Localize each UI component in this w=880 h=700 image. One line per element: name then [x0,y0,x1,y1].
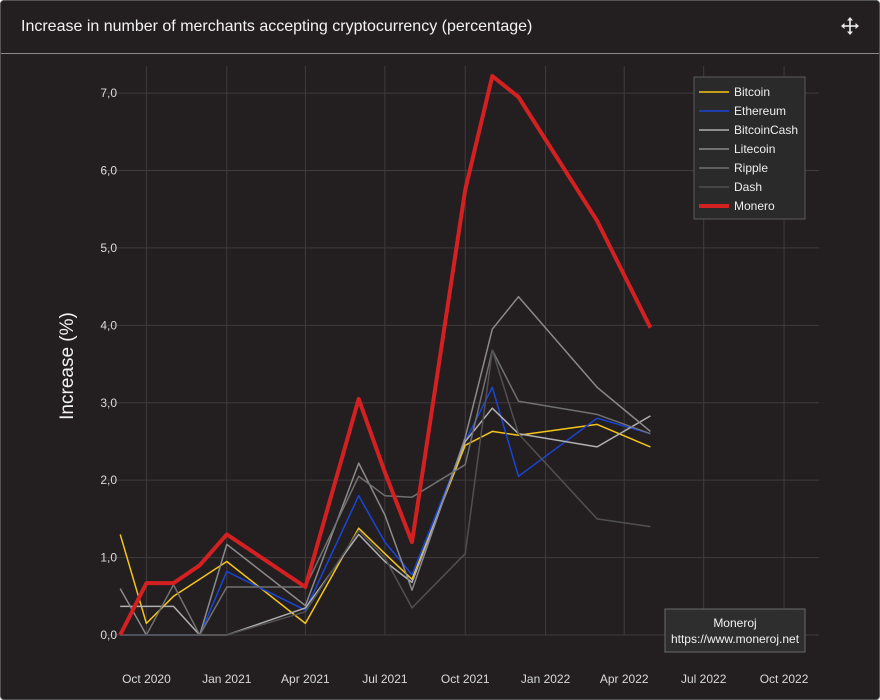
legend-label-monero: Monero [734,199,775,213]
x-tick-label: Apr 2021 [281,672,330,686]
x-tick-label: Apr 2022 [600,672,649,686]
x-tick-label: Oct 2021 [441,672,490,686]
series-layer [118,74,653,636]
legend-label-bitcoin: Bitcoin [734,85,770,99]
x-tick-label: Jan 2022 [521,672,571,686]
x-tick-label: Oct 2022 [760,672,809,686]
y-axis-label: Increase (%) [57,312,78,420]
legend: Bitcoin Ethereum BitcoinCash Litecoin Ripple… [693,76,806,220]
y-tick-label: 6,0 [100,164,117,178]
series-line-ripple [120,349,651,636]
y-tick-label: 7,0 [100,86,117,100]
source-url: https://www.moneroj.net [671,632,800,646]
legend-label-bitcoincash: BitcoinCash [734,123,798,137]
x-tick-label: Oct 2020 [122,672,171,686]
panel-header: Increase in number of merchants acceptin… [1,1,879,54]
x-tick-label: Jan 2021 [202,672,252,686]
y-tick-label: 1,0 [100,551,117,565]
legend-label-litecoin: Litecoin [734,142,775,156]
x-tick-label: Jul 2021 [362,672,408,686]
legend-label-ethereum: Ethereum [734,104,786,118]
legend-label-ripple: Ripple [734,161,768,175]
move-arrows-icon[interactable] [841,17,859,35]
y-tick-label: 2,0 [100,473,117,487]
series-line-monero [118,74,653,636]
y-tick-label: 5,0 [100,241,117,255]
y-tick-label: 0,0 [100,628,117,642]
y-tick-label: 4,0 [100,318,117,332]
x-tick-label: Jul 2022 [681,672,727,686]
legend-label-dash: Dash [734,180,762,194]
tick-layer: 0,0 1,0 2,0 3,0 4,0 5,0 6,0 7,0 Oct 2020 Jan 2021… [100,86,808,686]
source-name: Moneroj [713,616,756,630]
y-tick-label: 3,0 [100,396,117,410]
series-line-bitcoincash [120,407,651,636]
source-box: Moneroj https://www.moneroj.net [664,608,806,653]
series-line-dash [120,349,651,636]
panel-title: Increase in number of merchants acceptin… [21,18,533,35]
